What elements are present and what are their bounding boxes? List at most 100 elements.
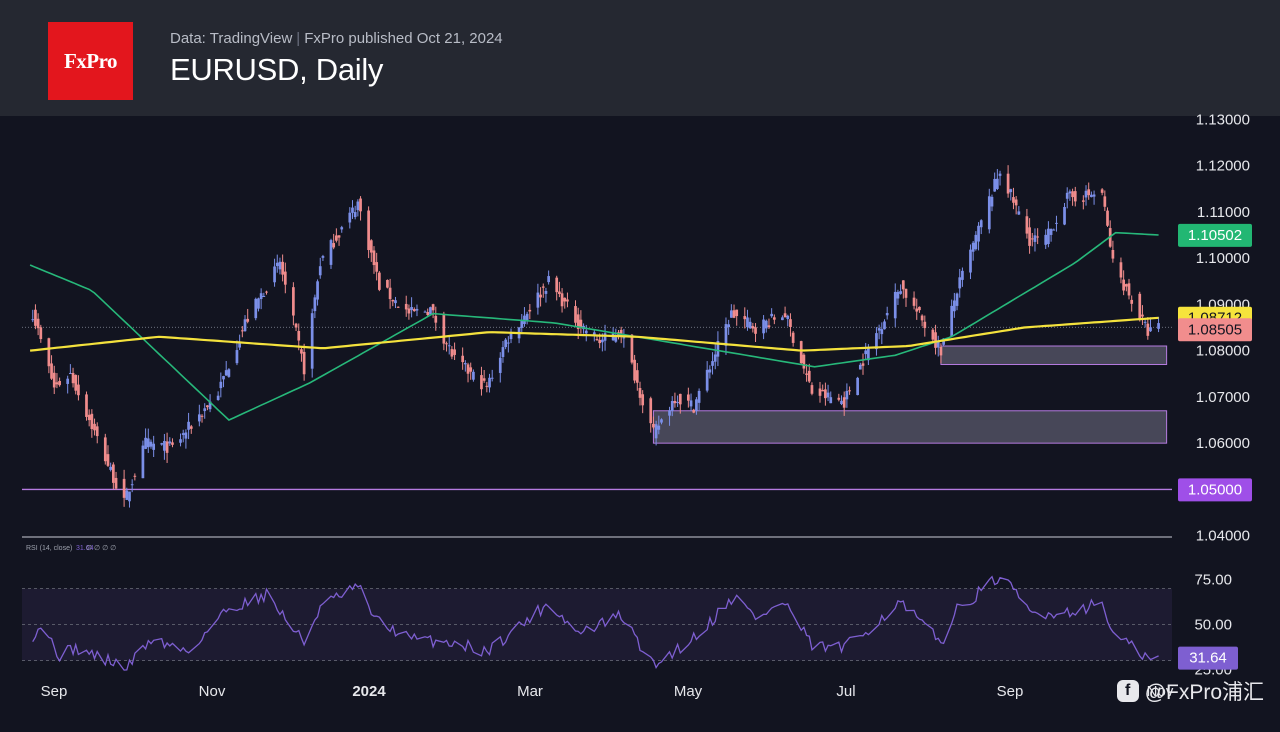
candle-body <box>751 326 755 329</box>
candle-body <box>969 249 972 273</box>
candle-body <box>1012 197 1015 203</box>
candle-body <box>235 350 239 364</box>
candle-body <box>504 339 507 348</box>
candle-body <box>958 277 962 289</box>
rsi-line <box>32 575 1159 671</box>
candle-body <box>238 341 241 348</box>
candle-body <box>160 443 164 445</box>
x-axis-label: 2024 <box>352 683 386 700</box>
candle-body <box>676 401 679 403</box>
candle-body <box>445 343 448 345</box>
candle-body <box>633 359 636 381</box>
candle-body <box>208 401 212 410</box>
candle-body <box>498 357 502 373</box>
candle-body <box>77 384 80 396</box>
candle-body <box>1127 283 1131 296</box>
candle-body <box>1122 279 1125 291</box>
ma-long-line <box>29 316 1159 352</box>
candle-body <box>920 315 924 321</box>
ma-short-value-label-bg <box>1178 223 1252 247</box>
candle-body <box>762 319 765 334</box>
candle-body <box>281 261 284 275</box>
candle-body <box>810 385 814 394</box>
support-level-label: 1.05000 <box>1188 481 1242 498</box>
candle-body <box>953 300 956 312</box>
chart-title: EURUSD, Daily <box>170 52 384 87</box>
candle-body <box>275 262 279 266</box>
candle-body <box>713 354 717 362</box>
candle-body <box>95 426 99 437</box>
candle-body <box>614 337 618 342</box>
candle-body <box>447 345 451 347</box>
candle-body <box>112 464 115 483</box>
candle-body <box>544 290 548 294</box>
candle-body <box>144 437 147 449</box>
candle-body <box>781 317 784 321</box>
candle-body <box>971 242 975 252</box>
candle-body <box>829 397 833 404</box>
candle-body <box>386 279 389 288</box>
candle-body <box>1119 262 1123 278</box>
candle-body <box>912 297 916 306</box>
candle-body <box>520 320 524 328</box>
candle-body <box>918 306 921 311</box>
candle-body <box>85 394 88 417</box>
candle-body <box>789 319 792 327</box>
candle-body <box>450 349 454 357</box>
candle-body <box>764 320 768 329</box>
candle-body <box>885 313 889 316</box>
candle-body <box>724 324 728 346</box>
candle-body <box>708 369 712 373</box>
candle-body <box>488 377 491 388</box>
candle-body <box>845 390 849 400</box>
x-axis-label: Sep <box>997 683 1024 700</box>
candle-body <box>791 332 795 343</box>
candle-body <box>1146 323 1150 336</box>
candle-body <box>128 491 131 502</box>
candle-body <box>396 306 400 308</box>
rsi-tick-label: 50.00 <box>1194 617 1232 634</box>
price-tick-label: 1.04000 <box>1196 528 1250 545</box>
candle-body <box>1138 293 1142 319</box>
candle-body <box>670 400 674 411</box>
candle-body <box>1052 229 1056 231</box>
candle-body <box>348 212 352 223</box>
candle-body <box>426 312 430 316</box>
support-zone-1 <box>652 410 1168 444</box>
candle-body <box>332 243 336 248</box>
candle-body <box>923 321 927 329</box>
candle-body <box>979 220 983 228</box>
candle-body <box>50 363 53 379</box>
logo-text: FxPro <box>63 48 118 73</box>
candle-body <box>1028 227 1031 246</box>
ma-short-line <box>29 231 1159 421</box>
candle-body <box>783 313 787 318</box>
candle-body <box>1149 327 1152 332</box>
candle-body <box>163 440 166 451</box>
candle-body <box>469 367 473 372</box>
x-axis-label: Jul <box>836 683 855 700</box>
candles-group <box>31 165 1160 508</box>
candle-body <box>404 303 408 310</box>
candle-body <box>673 400 677 404</box>
candle-body <box>490 377 494 379</box>
candle-body <box>592 332 596 336</box>
fxpro-logo: FxPro <box>48 22 133 100</box>
candle-body <box>335 235 338 241</box>
candle-body <box>622 337 626 339</box>
candle-body <box>1033 235 1037 242</box>
candle-body <box>837 397 841 400</box>
candle-body <box>697 390 701 403</box>
candle-body <box>584 330 588 334</box>
candle-body <box>294 323 298 328</box>
candle-body <box>824 389 827 399</box>
candle-body <box>506 342 510 344</box>
candle-body <box>1044 234 1048 245</box>
candle-body <box>222 376 225 380</box>
candle-body <box>877 328 881 331</box>
candle-body <box>802 354 806 369</box>
candle-body <box>579 319 583 328</box>
candle-body <box>461 355 465 363</box>
published-date: FxPro published Oct 21, 2024 <box>304 30 503 47</box>
candle-body <box>55 382 59 385</box>
